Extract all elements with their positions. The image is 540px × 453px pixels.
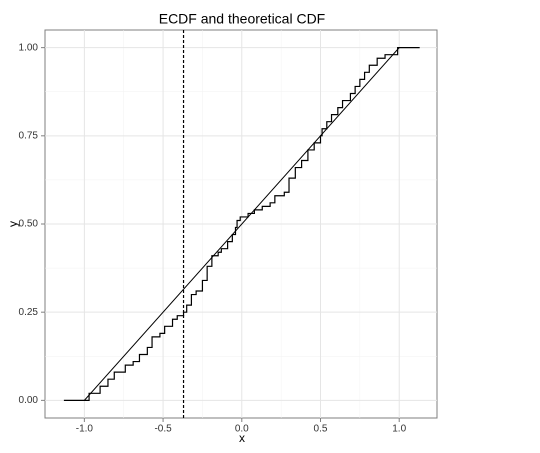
- chart-title: ECDF and theoretical CDF: [159, 11, 326, 27]
- y-tick-label: 0.00: [19, 395, 39, 406]
- x-tick-label: 0.0: [235, 424, 249, 435]
- y-tick-label: 0.75: [19, 130, 39, 141]
- grid: [45, 30, 437, 418]
- ecdf-line: [63, 47, 420, 401]
- marks: [63, 30, 420, 418]
- x-tick-label: 0.5: [314, 424, 328, 435]
- x-tick-label: 1.0: [392, 424, 406, 435]
- cdf-line: [83, 47, 400, 401]
- x-axis-title: x: [239, 431, 245, 445]
- y-axis-title: y: [6, 221, 20, 227]
- x-tick-label: -0.5: [154, 424, 172, 435]
- x-tick-label: -1.0: [76, 424, 94, 435]
- y-tick-label: 0.50: [19, 219, 39, 230]
- y-tick-label: 1.00: [19, 42, 39, 53]
- y-tick-label: 0.25: [19, 307, 39, 318]
